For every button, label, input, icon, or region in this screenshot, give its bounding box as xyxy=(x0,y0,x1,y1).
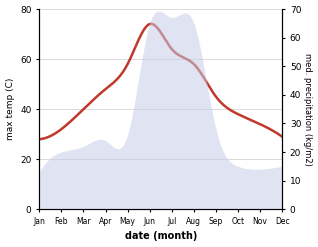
Y-axis label: med. precipitation (kg/m2): med. precipitation (kg/m2) xyxy=(303,53,313,165)
Y-axis label: max temp (C): max temp (C) xyxy=(5,78,15,140)
X-axis label: date (month): date (month) xyxy=(125,231,197,242)
